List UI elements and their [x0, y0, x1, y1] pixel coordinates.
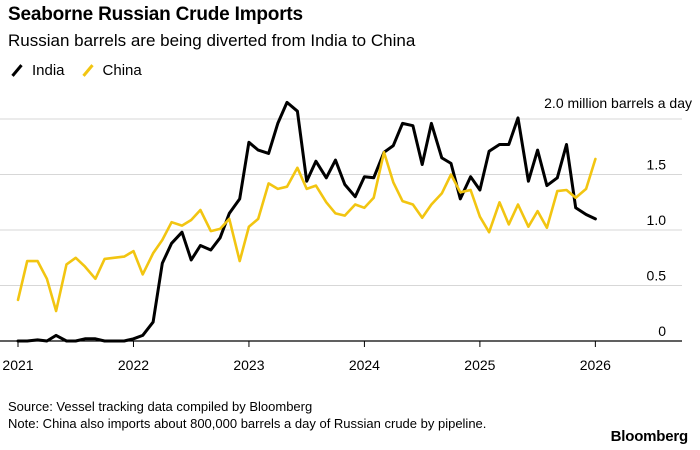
chart-title: Seaborne Russian Crude Imports	[8, 4, 303, 25]
legend: India China	[8, 62, 156, 79]
chart-footnote: Source: Vessel tracking data compiled by…	[8, 398, 568, 432]
legend-entry-india: India	[8, 62, 65, 79]
y-tick-label-1: 0.5	[647, 268, 667, 284]
chart-subtitle: Russian barrels are being diverted from …	[8, 31, 416, 50]
bloomberg-logo: Bloomberg	[610, 428, 689, 445]
x-tick-label-5: 2026	[580, 357, 611, 373]
legend-label-china: China	[102, 62, 142, 79]
y-tick-label-0: 0	[658, 323, 666, 339]
series-line-china	[16, 151, 597, 313]
y-tick-label-3: 1.5	[647, 157, 667, 173]
source-text: Source: Vessel tracking data compiled by…	[8, 399, 313, 414]
x-tick-label-2: 2023	[233, 357, 264, 373]
y-tick-label-4: 2.0 million barrels a day	[544, 95, 692, 111]
x-tick-label-1: 2022	[118, 357, 149, 373]
x-tick-label-3: 2024	[349, 357, 380, 373]
series-line-india	[16, 100, 597, 343]
legend-label-india: India	[32, 62, 65, 79]
x-tick-label-0: 2021	[2, 357, 33, 373]
legend-entry-china: China	[79, 62, 142, 79]
x-tick-label-4: 2025	[464, 357, 495, 373]
y-tick-label-2: 1.0	[647, 212, 667, 228]
note-text: Note: China also imports about 800,000 b…	[8, 416, 487, 431]
